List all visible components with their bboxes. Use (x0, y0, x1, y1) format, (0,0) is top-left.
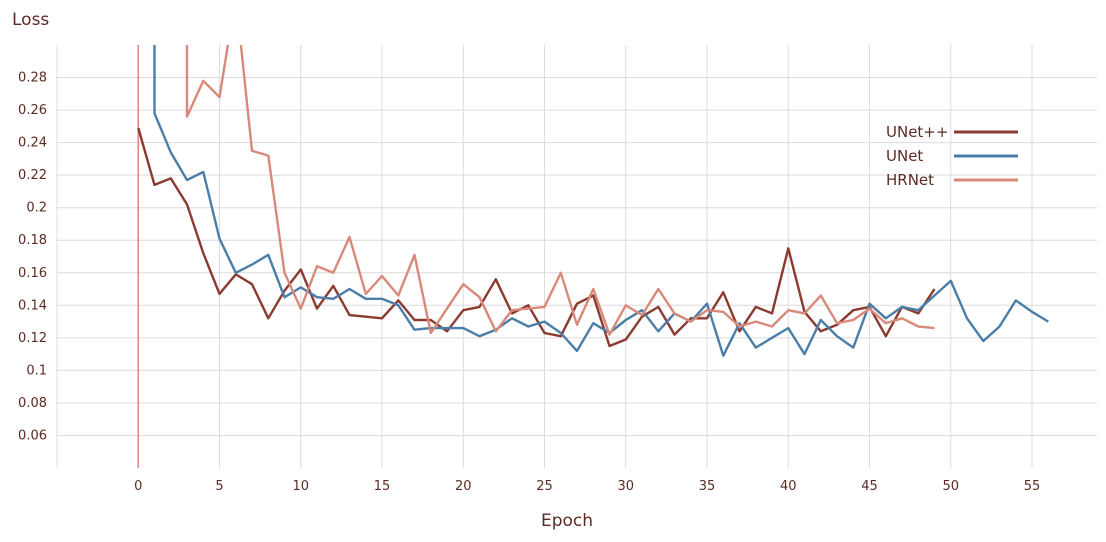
y-tick-label: 0.14 (18, 298, 47, 313)
x-tick-label: 35 (699, 479, 716, 494)
x-tick-label: 15 (374, 479, 391, 494)
y-tick-label: 0.28 (18, 71, 47, 86)
y-tick-label: 0.26 (18, 103, 47, 118)
x-tick-label: 45 (861, 479, 878, 494)
y-tick-label: 0.16 (18, 266, 47, 281)
y-tick-label: 0.2 (26, 201, 47, 216)
x-tick-label: 55 (1024, 479, 1041, 494)
legend-label: UNet (886, 147, 923, 165)
x-tick-label: 25 (536, 479, 553, 494)
grid (56, 45, 1097, 468)
x-tick-label: 20 (455, 479, 472, 494)
x-tick-label: 40 (780, 479, 797, 494)
x-tick-label: 5 (215, 479, 223, 494)
x-tick-label: 30 (617, 479, 634, 494)
y-axis-title: Loss (12, 10, 49, 30)
x-tick-label: 0 (134, 479, 142, 494)
x-tick-label: 50 (942, 479, 959, 494)
series-line-unet (153, 45, 1049, 357)
y-tick-label: 0.08 (18, 396, 47, 411)
y-tick-label: 0.18 (18, 233, 47, 248)
series-line-unetpppp (137, 127, 936, 348)
y-axis-ticks: 0.06 0.08 0.1 0.12 0.14 0.16 0.18 0.2 0.22 0.24 0.… (18, 71, 47, 444)
y-tick-label: 0.24 (18, 136, 47, 151)
legend-label: UNet++ (886, 123, 948, 141)
x-axis-title: Epoch (541, 511, 593, 531)
x-tick-label: 10 (292, 479, 309, 494)
y-tick-label: 0.12 (18, 331, 47, 346)
y-tick-label: 0.06 (18, 428, 47, 443)
series-line-hrnet (185, 45, 935, 336)
legend-label: HRNet (886, 171, 934, 189)
y-tick-label: 0.22 (18, 168, 47, 183)
series-layer (137, 45, 1049, 357)
legend: UNet++ UNet HRNet (886, 123, 1018, 189)
x-axis-ticks: 0 5 10 15 20 25 30 35 40 45 50 55 (134, 479, 1040, 494)
y-tick-label: 0.1 (26, 363, 47, 378)
